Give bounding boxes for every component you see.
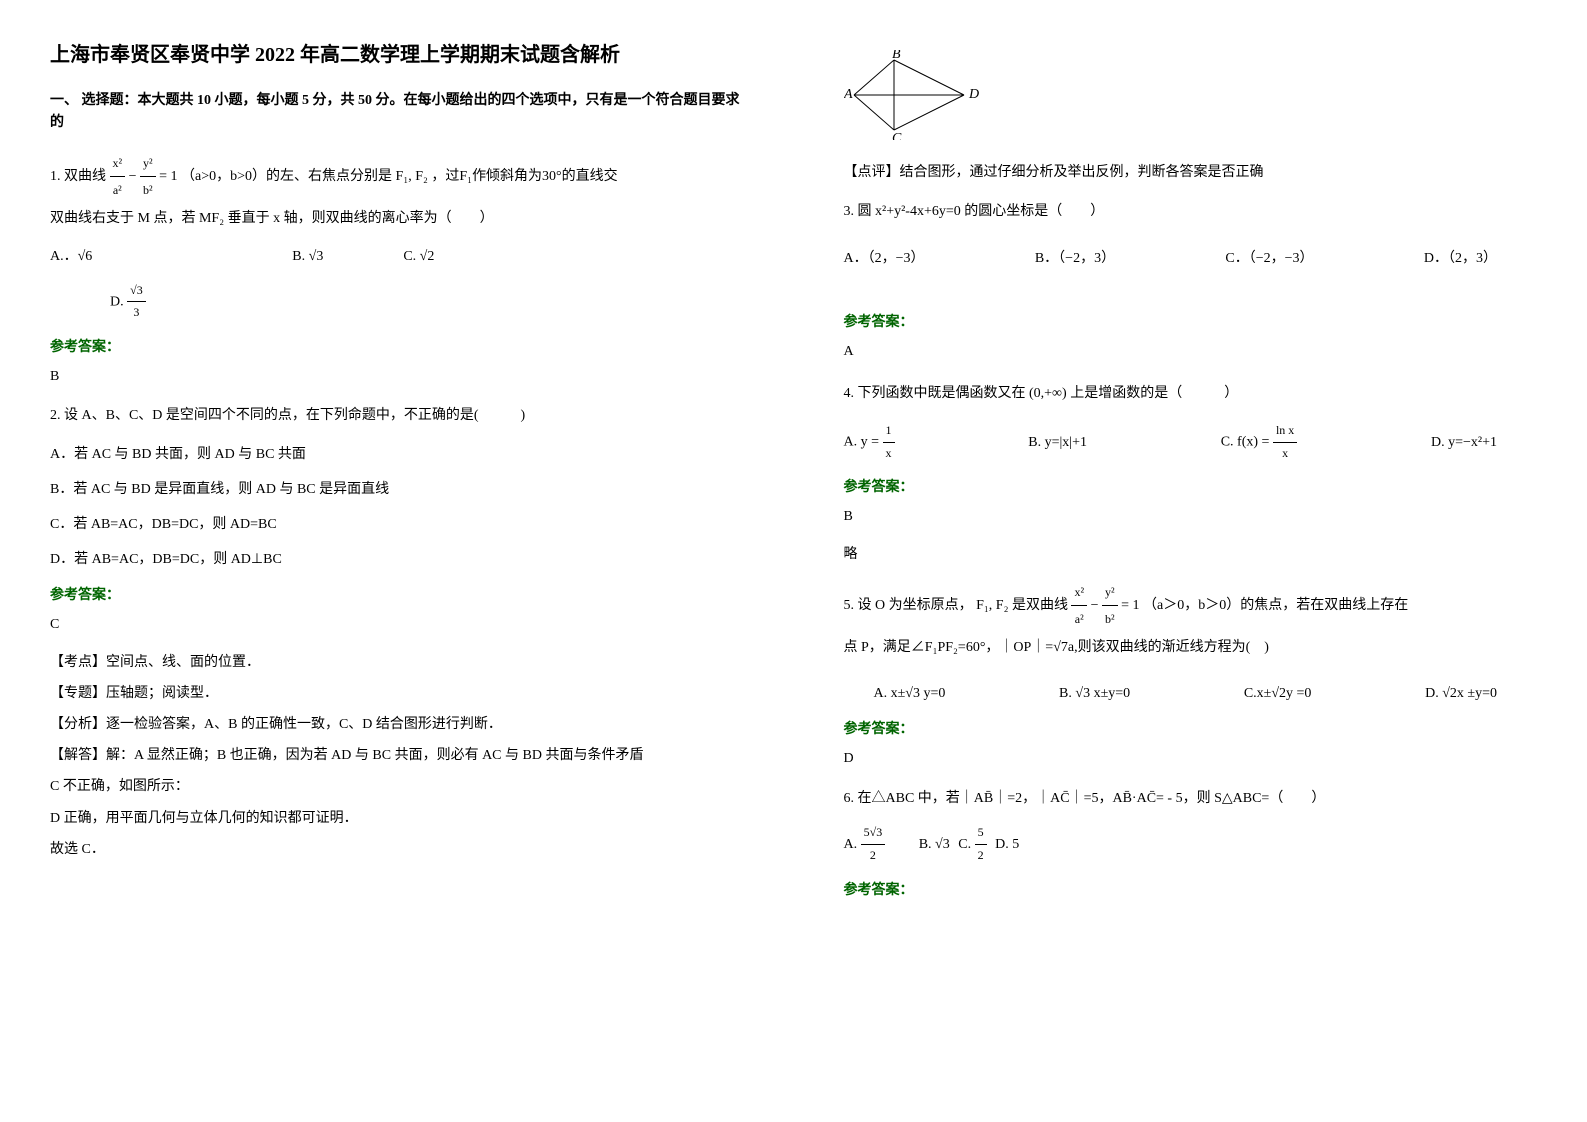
question-4: 4. 下列函数中既是偶函数又在 (0,+∞) 上是增函数的是（ ） A. y =… — [844, 379, 1538, 464]
svg-text:D: D — [968, 87, 979, 102]
geometry-diagram: A B C D — [844, 50, 1538, 145]
option-d: D．（2，3） — [1424, 246, 1497, 271]
fenxi: 【分析】逐一检验答案，A、B 的正确性一致，C、D 结合图形进行判断． — [50, 712, 744, 737]
options: A.．√6 B. √3 C. √2 — [50, 244, 744, 269]
option-c: C．若 AB=AC，DB=DC，则 AD=BC — [50, 512, 744, 537]
q5-sqrt7a: √7a — [1053, 640, 1074, 655]
q5-line2a: 点 P，满足∠ — [844, 640, 925, 655]
kaodian: 【考点】空间点、线、面的位置． — [50, 650, 744, 675]
option-b: B．若 AC 与 BD 是异面直线，则 AD 与 BC 是异面直线 — [50, 477, 744, 502]
q1-mid3: 作倾斜角为30°的直线交 — [472, 169, 618, 184]
q4-answer: B — [844, 504, 1538, 529]
svg-text:A: A — [844, 87, 853, 102]
question-5: 5. 设 O 为坐标原点， F₁, F₂ 是双曲线 x²a² − y²b² = … — [844, 579, 1538, 707]
q5-line2c: ,则该双曲线的渐近线方程为( ) — [1074, 640, 1269, 655]
option-a: A. x±√3 y=0 — [874, 681, 946, 706]
d-right: D 正确，用平面几何与立体几何的知识都可证明． — [50, 806, 744, 831]
option-a: A. 5√32 — [844, 837, 889, 852]
q5-f1f2: F₁, F₂ — [976, 598, 1008, 613]
section-header: 一、 选择题：本大题共 10 小题，每小题 5 分，共 50 分。在每小题给出的… — [50, 90, 744, 135]
q1-line2b: 垂直于 x 轴，则双曲线的离心率为（ ） — [228, 211, 494, 226]
q5-prefix: 5. 设 O 为坐标原点， — [844, 598, 973, 613]
answer-label: 参考答案： — [50, 336, 744, 356]
dianping: 【点评】结合图形，通过仔细分析及举出反例，判断各答案是否正确 — [844, 160, 1538, 185]
svg-text:C: C — [892, 131, 902, 140]
option-b: B．（−2，3） — [1035, 246, 1115, 271]
option-a: A．若 AC 与 BD 共面，则 AD 与 BC 共面 — [50, 442, 744, 467]
q4-text: 4. 下列函数中既是偶函数又在 (0,+∞) 上是增函数的是（ ） — [844, 379, 1538, 410]
answer-label: 参考答案： — [844, 879, 1538, 899]
q1-line2: 双曲线右支于 M 点，若 — [50, 211, 195, 226]
q6-text: 6. 在△ABC 中，若｜AB̄｜=2，｜AC̄｜=5，AB̄·AC̄= - 5… — [844, 784, 1538, 815]
q2-text: 2. 设 A、B、C、D 是空间四个不同的点，在下列命题中，不正确的是( ) — [50, 401, 744, 432]
option-d-prefix: D. — [110, 294, 124, 309]
left-column: 上海市奉贤区奉贤中学 2022 年高二数学理上学期期末试题含解析 一、 选择题：… — [0, 0, 794, 1122]
option-c: C. 52 — [958, 837, 990, 852]
option-d-row: D. √33 — [110, 280, 744, 324]
zhuanti: 【专题】压轴题；阅读型． — [50, 681, 744, 706]
option-a: A. y = 1x — [844, 420, 895, 464]
option-b: B. √3 — [292, 244, 323, 269]
q1-mid1: （a>0，b>0）的左、右焦点分别是 — [181, 169, 392, 184]
svg-text:B: B — [892, 50, 901, 62]
q1-mid2: ，过 — [431, 169, 459, 184]
q5-fpf: F₁PF₂ — [925, 640, 958, 655]
answer-label: 参考答案： — [844, 311, 1538, 331]
question-6: 6. 在△ABC 中，若｜AB̄｜=2，｜AC̄｜=5，AB̄·AC̄= - 5… — [844, 784, 1538, 867]
fraction: x²a² — [110, 150, 126, 204]
question-text: 点 P，满足∠F₁PF₂=60°，｜OP｜=√7a,则该双曲线的渐近线方程为( … — [844, 633, 1538, 664]
options: A．（2，−3） B．（−2，3） C．（−2，−3） D．（2，3） — [844, 246, 1538, 271]
jieda: 【解答】解：A 显然正确；B 也正确，因为若 AD 与 BC 共面，则必有 AC… — [50, 743, 744, 768]
option-b: B. √3 x±y=0 — [1059, 681, 1130, 706]
fraction: √33 — [127, 280, 146, 324]
option-c: C．（−2，−3） — [1225, 246, 1313, 271]
fraction: y²b² — [140, 150, 156, 204]
c-wrong: C 不正确，如图所示： — [50, 774, 744, 799]
answer-label: 参考答案： — [50, 584, 744, 604]
q1-f1b: F₁ — [459, 169, 472, 184]
q5-answer: D — [844, 746, 1538, 771]
option-b: B. y=|x|+1 — [1028, 430, 1087, 455]
q1-f1: F₁ — [396, 169, 409, 184]
right-column: A B C D 【点评】结合图形，通过仔细分析及举出反例，判断各答案是否正确 3… — [794, 0, 1587, 1122]
question-3: 3. 圆 x²+y²-4x+6y=0 的圆心坐标是（ ） A．（2，−3） B．… — [844, 197, 1538, 271]
q1-answer: B — [50, 364, 744, 389]
option-a: A．（2，−3） — [844, 246, 925, 271]
question-1: 1. 双曲线 x²a² − y²b² = 1 （a>0，b>0）的左、右焦点分别… — [50, 150, 744, 324]
option-d: D．若 AB=AC，DB=DC，则 AD⊥BC — [50, 547, 744, 572]
fraction: x²a² — [1071, 579, 1087, 633]
document-title: 上海市奉贤区奉贤中学 2022 年高二数学理上学期期末试题含解析 — [50, 40, 744, 70]
option-c: C. f(x) = ln xx — [1221, 420, 1298, 464]
q4-note: 略 — [844, 542, 1538, 567]
question-text: 5. 设 O 为坐标原点， F₁, F₂ 是双曲线 x²a² − y²b² = … — [844, 579, 1538, 633]
option-d: D. y=−x²+1 — [1431, 430, 1497, 455]
conclusion: 故选 C． — [50, 837, 744, 862]
option-a: A.．√6 — [50, 244, 92, 269]
q2-answer: C — [50, 612, 744, 637]
q1-prefix: 1. 双曲线 — [50, 169, 106, 184]
q5-line2b: =60°，｜OP｜= — [958, 640, 1053, 655]
q1-mf2: MF₂ — [199, 211, 224, 226]
answer-label: 参考答案： — [844, 476, 1538, 496]
option-b: B. √3 — [919, 837, 950, 852]
q1-f2: F₂ — [415, 169, 428, 184]
option-c: C.x±√2y =0 — [1244, 681, 1312, 706]
fraction: y²b² — [1102, 579, 1118, 633]
option-d: D. 5 — [995, 837, 1019, 852]
q3-answer: A — [844, 339, 1538, 364]
option-d: D. √2x ±y=0 — [1425, 681, 1497, 706]
question-2: 2. 设 A、B、C、D 是空间四个不同的点，在下列命题中，不正确的是( ) A… — [50, 401, 744, 573]
option-c: C. √2 — [403, 244, 434, 269]
question-text: 双曲线右支于 M 点，若 MF₂ 垂直于 x 轴，则双曲线的离心率为（ ） — [50, 204, 744, 235]
options: A. 5√32 B. √3 C. 52 D. 5 — [844, 822, 1538, 866]
options: A. x±√3 y=0 B. √3 x±y=0 C.x±√2y =0 D. √2… — [844, 681, 1538, 706]
answer-label: 参考答案： — [844, 718, 1538, 738]
options: A. y = 1x B. y=|x|+1 C. f(x) = ln xx D. … — [844, 420, 1538, 464]
q5-mid2: （a＞0，b＞0）的焦点，若在双曲线上存在 — [1143, 598, 1408, 613]
q3-text: 3. 圆 x²+y²-4x+6y=0 的圆心坐标是（ ） — [844, 197, 1538, 228]
q5-mid: 是双曲线 — [1012, 598, 1072, 613]
question-text: 1. 双曲线 x²a² − y²b² = 1 （a>0，b>0）的左、右焦点分别… — [50, 150, 744, 204]
